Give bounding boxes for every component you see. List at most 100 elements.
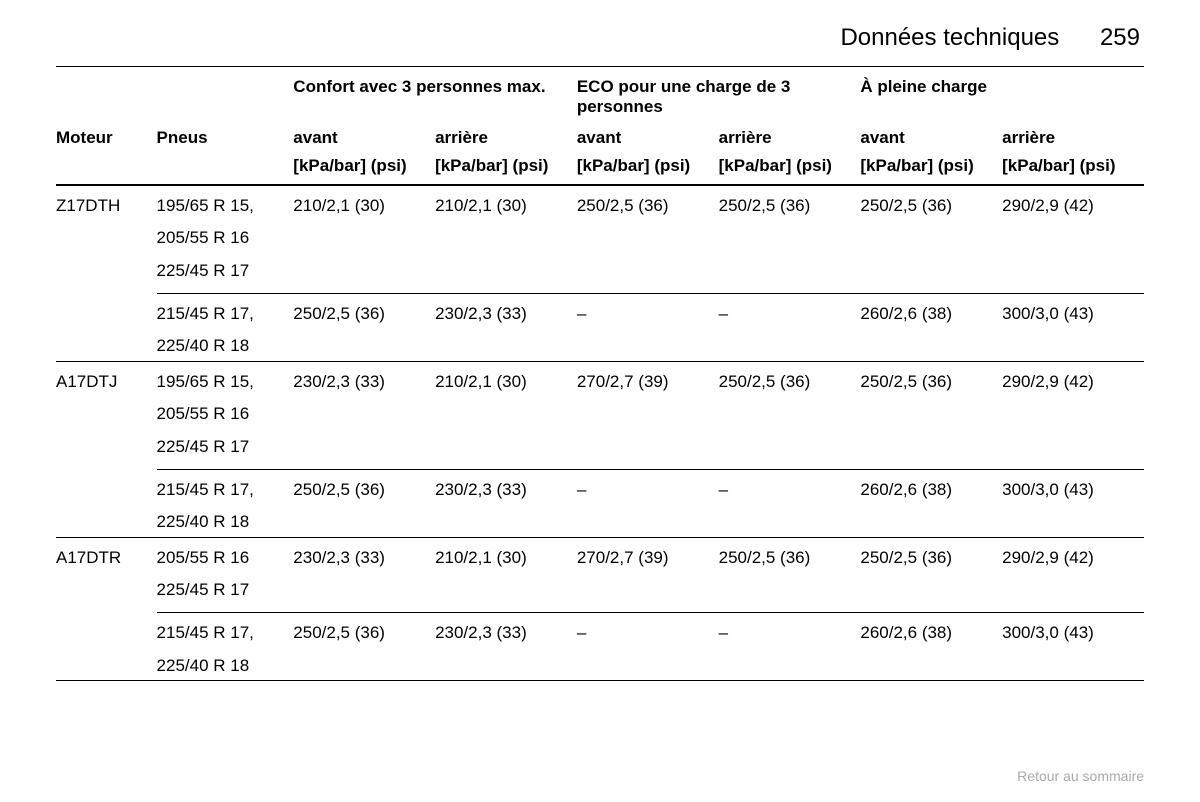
motor-cell [56,512,157,537]
value-cell: – [719,469,861,512]
table-row: 205/55 R 16 [56,404,1144,436]
value-cell [860,437,1002,470]
motor-cell: Z17DTH [56,185,157,228]
value-cell [577,656,719,681]
value-cell: 250/2,5 (36) [719,537,861,580]
group-header-row: Confort avec 3 personnes max. ECO pour u… [56,67,1144,128]
value-cell: – [719,293,861,336]
value-cell [435,228,577,260]
col-motor: Moteur [56,128,157,156]
col-unit: [kPa/bar] (psi) [435,156,577,185]
value-cell: 290/2,9 (42) [1002,537,1144,580]
table-row: A17DTR205/55 R 16230/2,3 (33)210/2,1 (30… [56,537,1144,580]
value-cell: 250/2,5 (36) [293,293,435,336]
page-number: 259 [1100,24,1140,51]
value-cell [293,336,435,361]
value-cell [860,580,1002,613]
value-cell: 230/2,3 (33) [435,469,577,512]
table-body: Z17DTH195/65 R 15,210/2,1 (30)210/2,1 (3… [56,185,1144,681]
tyre-cell: 215/45 R 17, [157,293,294,336]
table-row: 215/45 R 17,250/2,5 (36)230/2,3 (33)––26… [56,469,1144,512]
col-group-eco: ECO pour une charge de 3 personnes [577,67,861,128]
value-cell [1002,580,1144,613]
table-row: 205/55 R 16 [56,228,1144,260]
value-cell [435,656,577,681]
value-cell: – [577,469,719,512]
col-group-full: À pleine charge [860,67,1144,128]
value-cell: 210/2,1 (30) [293,185,435,228]
motor-cell: A17DTJ [56,361,157,404]
value-cell [293,656,435,681]
value-cell [577,228,719,260]
value-cell: – [577,613,719,656]
value-cell: 210/2,1 (30) [435,185,577,228]
table-row: 225/40 R 18 [56,656,1144,681]
tyre-cell: 205/55 R 16 [157,404,294,436]
value-cell: – [719,613,861,656]
value-cell [1002,261,1144,294]
value-cell [860,336,1002,361]
value-cell [577,580,719,613]
value-cell [1002,437,1144,470]
value-cell: 230/2,3 (33) [293,361,435,404]
value-cell [860,656,1002,681]
motor-cell [56,261,157,294]
value-cell [577,404,719,436]
value-cell: 210/2,1 (30) [435,537,577,580]
value-cell: 250/2,5 (36) [719,361,861,404]
col-unit: [kPa/bar] (psi) [293,156,435,185]
value-cell [435,580,577,613]
value-cell [719,580,861,613]
page-title: Données techniques [840,24,1059,51]
value-cell [1002,512,1144,537]
footer-link[interactable]: Retour au sommaire [1017,768,1144,784]
tyre-cell: 215/45 R 17, [157,613,294,656]
value-cell [860,404,1002,436]
value-cell [1002,228,1144,260]
table-row: 215/45 R 17,250/2,5 (36)230/2,3 (33)––26… [56,613,1144,656]
value-cell [860,228,1002,260]
value-cell: 300/3,0 (43) [1002,293,1144,336]
value-cell: 210/2,1 (30) [435,361,577,404]
motor-cell [56,293,157,336]
tyre-cell: 205/55 R 16 [157,228,294,260]
value-cell [435,512,577,537]
value-cell [293,404,435,436]
value-cell: – [577,293,719,336]
col-unit: [kPa/bar] (psi) [1002,156,1144,185]
motor-cell [56,580,157,613]
table-row: A17DTJ195/65 R 15,230/2,3 (33)210/2,1 (3… [56,361,1144,404]
value-cell [719,261,861,294]
motor-cell: A17DTR [56,537,157,580]
col-tyre: Pneus [157,128,294,156]
value-cell [1002,404,1144,436]
value-cell [1002,656,1144,681]
motor-cell [56,469,157,512]
value-cell [719,336,861,361]
value-cell: 270/2,7 (39) [577,361,719,404]
col-unit: [kPa/bar] (psi) [577,156,719,185]
value-cell: 260/2,6 (38) [860,469,1002,512]
value-cell [577,512,719,537]
value-cell [435,404,577,436]
motor-cell [56,437,157,470]
tyre-pressure-table: Confort avec 3 personnes max. ECO pour u… [56,67,1144,681]
table-row: 225/45 R 17 [56,437,1144,470]
value-cell: 270/2,7 (39) [577,537,719,580]
table-row: 225/40 R 18 [56,512,1144,537]
table-row: 225/45 R 17 [56,261,1144,294]
value-cell [719,228,861,260]
value-cell: 250/2,5 (36) [860,361,1002,404]
value-cell: 230/2,3 (33) [293,537,435,580]
value-cell [719,404,861,436]
table-row: 225/40 R 18 [56,336,1144,361]
unit-header-row: [kPa/bar] (psi) [kPa/bar] (psi) [kPa/bar… [56,156,1144,185]
tyre-cell: 225/40 R 18 [157,336,294,361]
value-cell [293,512,435,537]
motor-cell [56,336,157,361]
sub-header-row: Moteur Pneus avant arrière avant arrière… [56,128,1144,156]
value-cell [293,437,435,470]
value-cell: 300/3,0 (43) [1002,469,1144,512]
tyre-cell: 205/55 R 16 [157,537,294,580]
tyre-cell: 225/40 R 18 [157,656,294,681]
